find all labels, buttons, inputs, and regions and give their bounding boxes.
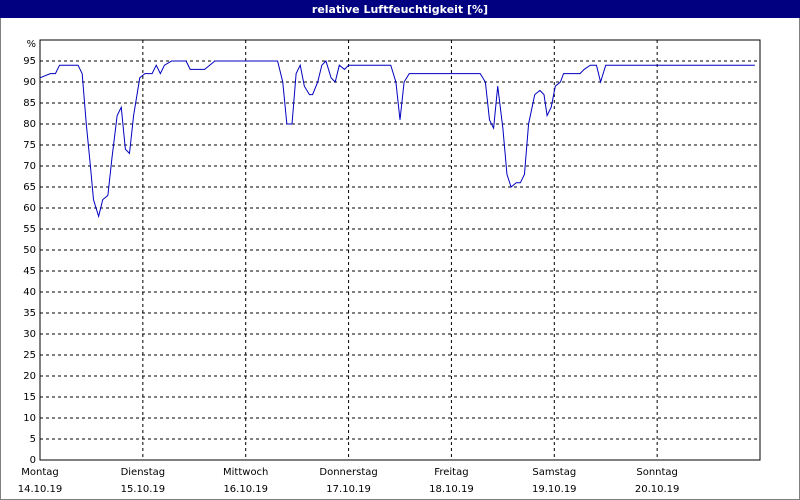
y-tick-label: 35 (23, 308, 36, 319)
y-tick-label: 85 (23, 98, 36, 109)
y-tick-label: 80 (23, 119, 36, 130)
y-tick-label: 40 (23, 287, 36, 298)
y-tick-label: 95 (23, 56, 36, 67)
y-unit-label: % (26, 39, 36, 50)
y-tick-label: 65 (23, 182, 36, 193)
y-tick-label: 50 (23, 245, 36, 256)
x-tick-label: 18.10.19 (429, 484, 474, 495)
x-tick-weekday: Samstag (532, 467, 576, 478)
y-tick-label: 45 (23, 266, 36, 277)
y-tick-label: 25 (23, 350, 36, 361)
x-tick-weekday: Dienstag (121, 467, 166, 478)
x-tick-label: 17.10.19 (326, 484, 371, 495)
x-tick-label: 16.10.19 (223, 484, 268, 495)
y-tick-label: 5 (30, 434, 36, 445)
title-bar (0, 0, 800, 18)
x-tick-label: 19.10.19 (532, 484, 577, 495)
x-tick-weekday: Montag (21, 467, 58, 478)
y-tick-label: 70 (23, 161, 36, 172)
x-tick-weekday: Freitag (434, 467, 468, 478)
y-tick-label: 55 (23, 224, 36, 235)
x-tick-label: 14.10.19 (18, 484, 63, 495)
chart-title: relative Luftfeuchtigkeit [%] (312, 3, 488, 16)
y-tick-label: 75 (23, 140, 36, 151)
y-tick-label: 90 (23, 77, 36, 88)
y-tick-label: 60 (23, 203, 36, 214)
x-tick-label: 20.10.19 (635, 484, 680, 495)
y-tick-label: 15 (23, 392, 36, 403)
x-tick-weekday: Mittwoch (223, 467, 268, 478)
x-tick-label: 15.10.19 (121, 484, 166, 495)
y-tick-label: 20 (23, 371, 36, 382)
x-tick-weekday: Donnerstag (319, 467, 377, 478)
y-tick-label: 10 (23, 413, 36, 424)
y-tick-label: 30 (23, 329, 36, 340)
y-tick-label: 0 (30, 455, 36, 466)
data-line (39, 60, 755, 219)
x-tick-weekday: Sonntag (636, 467, 678, 478)
